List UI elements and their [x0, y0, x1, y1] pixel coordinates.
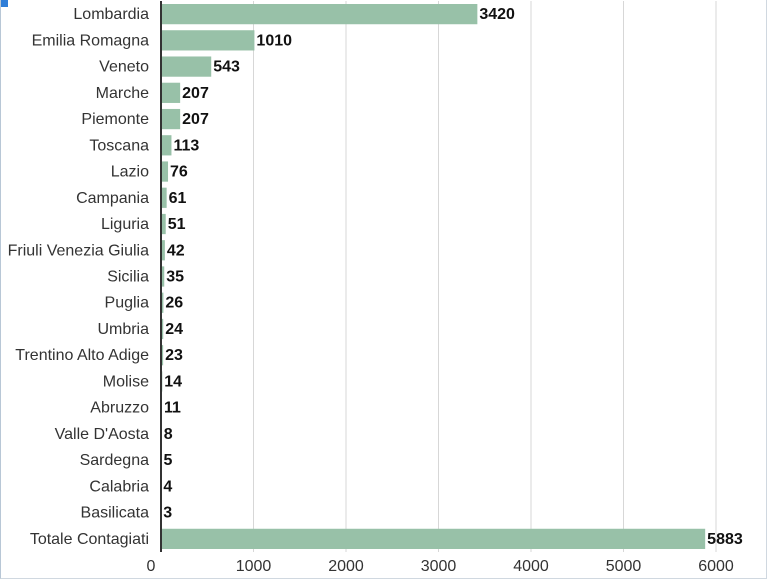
x-tick-label-3000: 3000: [421, 558, 457, 575]
data-label-4: 207: [182, 111, 209, 128]
data-label-3: 207: [182, 85, 209, 102]
data-label-5: 113: [173, 137, 199, 154]
data-label-8: 51: [168, 216, 186, 233]
grid-lines: [253, 1, 717, 552]
bar-20: [161, 528, 706, 549]
category-label-5: Toscana: [89, 137, 149, 154]
category-label-2: Veneto: [99, 59, 149, 76]
data-labels: 3420101054320720711376615142352624231411…: [163, 6, 743, 548]
data-label-13: 23: [165, 347, 183, 364]
category-label-13: Trentino Alto Adige: [15, 347, 149, 364]
category-label-6: Lazio: [111, 164, 149, 181]
data-label-2: 543: [213, 59, 240, 76]
data-label-18: 4: [163, 478, 172, 495]
category-label-9: Friuli Venezia Giulia: [8, 242, 150, 259]
data-label-6: 76: [170, 164, 188, 181]
category-label-15: Abruzzo: [90, 400, 149, 417]
data-label-10: 35: [166, 269, 184, 286]
bar-8: [161, 213, 166, 235]
x-tick-label-5000: 5000: [606, 558, 642, 575]
category-label-19: Basilicata: [81, 505, 150, 522]
data-label-19: 3: [163, 505, 172, 522]
bar-0: [161, 4, 478, 25]
x-tick-labels: 0 1000 2000 3000 4000 5000 6000: [147, 558, 734, 575]
bar-3: [161, 82, 181, 103]
category-label-12: Umbria: [97, 321, 149, 338]
data-label-1: 1010: [256, 32, 292, 49]
category-label-3: Marche: [96, 85, 149, 102]
data-label-14: 14: [164, 373, 182, 390]
corner-marker: [1, 0, 8, 7]
category-labels: Lombardia Emilia Romagna Veneto Marche Piemo…: [8, 6, 150, 548]
category-label-20: Totale Contagiati: [30, 531, 149, 548]
x-tick-label-4000: 4000: [513, 558, 549, 575]
category-label-17: Sardegna: [80, 452, 149, 469]
data-label-0: 3420: [479, 6, 515, 23]
x-tick-label-6000: 6000: [698, 558, 734, 575]
x-tick-label-0: 0: [147, 558, 156, 575]
category-label-16: Valle D'Aosta: [55, 426, 149, 443]
bar-12: [161, 318, 164, 340]
bars: [161, 4, 706, 549]
x-tick-label-2000: 2000: [328, 558, 364, 575]
data-label-12: 24: [165, 321, 183, 338]
bar-11: [161, 292, 164, 313]
x-tick-label-1000: 1000: [236, 558, 272, 575]
data-label-11: 26: [165, 295, 183, 312]
bar-10: [161, 266, 165, 287]
data-label-16: 8: [164, 426, 173, 443]
category-label-0: Lombardia: [73, 6, 149, 23]
bar-1: [161, 30, 255, 51]
category-label-18: Calabria: [89, 478, 149, 495]
category-label-7: Campania: [76, 190, 149, 207]
bar-9: [161, 240, 165, 261]
bar-6: [161, 161, 169, 182]
bar-5: [161, 135, 172, 156]
bar-2: [161, 56, 212, 77]
category-label-11: Puglia: [105, 295, 150, 312]
bar-4: [161, 108, 181, 130]
bar-7: [161, 187, 167, 208]
category-label-14: Molise: [103, 373, 149, 390]
category-label-10: Sicilia: [107, 269, 149, 286]
data-label-20: 5883: [707, 531, 743, 548]
category-label-1: Emilia Romagna: [32, 32, 149, 49]
data-label-9: 42: [167, 242, 185, 259]
category-label-8: Liguria: [101, 216, 149, 233]
data-label-15: 11: [164, 400, 181, 417]
bar-13: [161, 345, 164, 366]
data-label-7: 61: [169, 190, 187, 207]
data-label-17: 5: [163, 452, 172, 469]
category-label-4: Piemonte: [81, 111, 149, 128]
